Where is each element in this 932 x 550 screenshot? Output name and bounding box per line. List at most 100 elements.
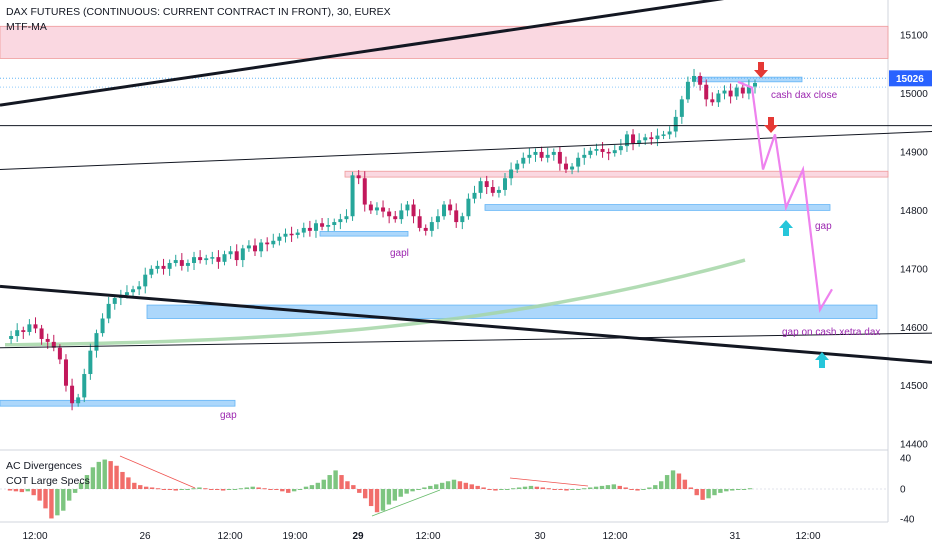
osc-bar: [19, 489, 25, 493]
osc-bar: [528, 485, 534, 489]
candle-body: [88, 350, 93, 375]
candle-body: [484, 181, 489, 188]
candle-body: [289, 233, 294, 236]
zone-gap-low: [0, 399, 236, 407]
candle-body: [51, 341, 56, 348]
osc-bar: [599, 485, 605, 489]
candle-body: [478, 181, 483, 193]
candle-body: [612, 150, 617, 154]
osc-label-ac: AC Divergences: [6, 460, 82, 472]
candle-body: [57, 347, 62, 360]
candle-body: [490, 187, 495, 193]
candle-body: [76, 397, 81, 404]
candle-body: [472, 192, 477, 199]
annotation-label: gap: [815, 221, 832, 232]
osc-bar: [256, 487, 261, 489]
osc-bar: [730, 489, 735, 491]
candle-body: [295, 232, 300, 235]
candle-body: [673, 116, 678, 132]
osc-bar: [90, 467, 96, 489]
osc-bar: [670, 470, 676, 489]
price-tick-label: 14800: [900, 206, 928, 217]
candle-body: [332, 222, 337, 225]
candle-body: [301, 227, 306, 233]
candle-body: [94, 333, 99, 351]
candle-body: [692, 75, 697, 82]
candle-body: [124, 292, 129, 296]
candle-body: [496, 189, 501, 193]
candle-body: [685, 81, 690, 100]
candle-body: [710, 99, 715, 103]
time-tick-label: 12:00: [415, 531, 440, 542]
osc-bar: [49, 489, 54, 519]
candle-body: [600, 149, 605, 152]
candle-body: [362, 178, 367, 205]
osc-bar: [286, 489, 291, 493]
osc-bar: [576, 489, 581, 490]
osc-bar: [368, 489, 374, 507]
candle-body: [557, 151, 562, 164]
osc-bar: [333, 470, 338, 489]
candle-body: [405, 204, 410, 211]
osc-bar: [351, 485, 356, 489]
osc-bar: [605, 485, 611, 489]
osc-bar: [345, 481, 350, 489]
candle-body: [63, 359, 68, 386]
osc-bar: [215, 489, 220, 490]
osc-bar: [540, 487, 545, 489]
last-price-tag: [889, 70, 932, 87]
candle-body: [246, 245, 251, 249]
zone-gap-14800: [484, 204, 831, 211]
candle-body: [112, 298, 117, 304]
osc-bar: [741, 489, 747, 490]
osc-bar: [582, 488, 587, 490]
osc-bar: [428, 485, 433, 489]
osc-bar: [410, 489, 415, 492]
zone-gap-14760: [319, 231, 409, 237]
osc-bar: [303, 486, 309, 489]
osc-bar: [357, 489, 362, 493]
candle-body: [350, 175, 355, 217]
osc-bar: [380, 489, 386, 511]
osc-bar: [339, 475, 344, 489]
candle-body: [198, 257, 203, 261]
candle-body: [173, 260, 178, 263]
thin-line-c: [0, 332, 932, 349]
osc-bar: [534, 486, 540, 489]
candle-body: [185, 262, 190, 266]
candle-body: [27, 324, 32, 332]
osc-bar: [611, 484, 617, 489]
candle-body: [106, 303, 111, 319]
buy-arrow-icon: [779, 220, 793, 236]
osc-bar: [31, 489, 36, 496]
candle-body: [637, 140, 642, 144]
osc-bar: [747, 488, 753, 490]
osc-bar: [623, 487, 628, 489]
candle-body: [70, 385, 75, 404]
price-tick-label: 15100: [900, 31, 928, 42]
time-tick-label: 12:00: [22, 531, 47, 542]
candle-body: [734, 87, 739, 97]
osc-bar: [487, 489, 492, 490]
candle-body: [210, 257, 215, 259]
osc-bar: [37, 489, 42, 501]
candle-body: [253, 245, 257, 252]
osc-bar: [132, 482, 137, 489]
sell-arrow-icon: [764, 117, 778, 133]
candle-body: [460, 216, 465, 223]
osc-bar: [327, 475, 332, 489]
candle-body: [588, 150, 593, 155]
time-tick-label: 31: [729, 531, 741, 542]
osc-bar: [167, 489, 173, 490]
osc-bar: [499, 489, 504, 490]
time-tick-label: 19:00: [282, 531, 307, 542]
osc-bar: [735, 489, 741, 490]
candle-body: [649, 137, 654, 140]
lower-trendline: [0, 284, 932, 364]
candle-body: [624, 134, 629, 147]
candle-body: [167, 262, 172, 269]
osc-bar: [363, 489, 368, 499]
candle-body: [381, 207, 386, 212]
indicator-label: MTF-MA: [6, 21, 47, 33]
